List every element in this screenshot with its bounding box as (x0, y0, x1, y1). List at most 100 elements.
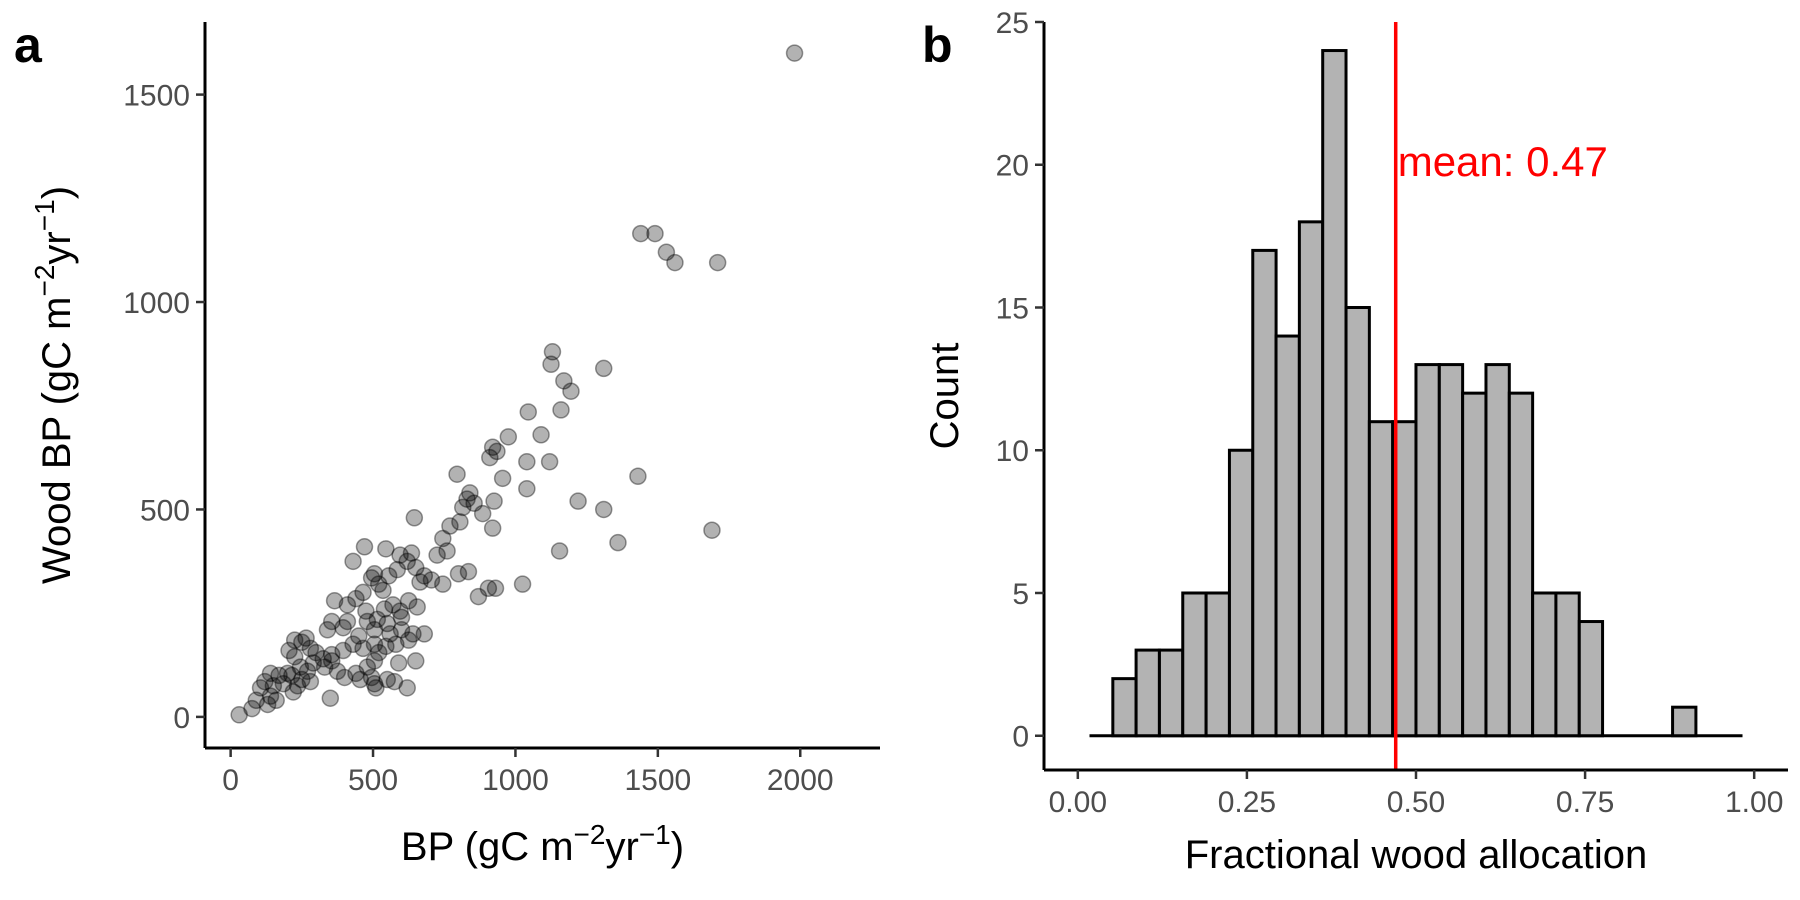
scatter-point-83 (350, 627, 368, 645)
y-axis-title: Count (923, 343, 967, 450)
scatter-point-117 (351, 670, 369, 689)
scatter-point-101 (285, 631, 304, 649)
scatter-point-54 (422, 571, 441, 589)
y-tick-label-2: 1000 (123, 287, 190, 320)
scatter-point-81 (318, 621, 337, 639)
scatter-point-69 (357, 602, 375, 620)
scatter-point-127 (261, 664, 280, 683)
scatter-point-59 (486, 579, 505, 598)
scatter-point-76 (378, 614, 397, 633)
scatter-point-142 (321, 689, 340, 707)
scatter-point-3 (657, 243, 676, 261)
scatter-point-56 (459, 562, 478, 581)
scatter-point-100 (293, 633, 311, 651)
scatter-point-11 (552, 401, 570, 419)
scatter-point-98 (307, 643, 325, 662)
histogram-bar-21 (1577, 620, 1605, 738)
x-tick-label-0: 0.00 (1049, 786, 1107, 819)
scatter-point-12 (519, 403, 538, 421)
panel-b-histogram: mean: 0.47 0.00 0.25 0.50 0.75 1.00 0 5 10 15 20 25… (923, 7, 1788, 877)
histogram-bar-10 (1321, 49, 1348, 738)
scatter-point-105 (291, 658, 310, 676)
x-axis-title: Fractional wood allocation (1185, 833, 1647, 877)
scatter-point-50 (365, 565, 384, 583)
histogram-bar-3 (1157, 648, 1185, 738)
x-tick-label-1: 0.25 (1218, 786, 1276, 819)
scatter-point-60 (513, 575, 532, 593)
histogram-bar-25 (1671, 705, 1698, 738)
scatter-point-38 (434, 529, 452, 548)
scatter-point-138 (293, 670, 311, 689)
panel-label-b: b (922, 17, 953, 73)
scatter-point-109 (322, 652, 341, 670)
scatter-point-86 (392, 621, 411, 639)
x-axis-title: BP (gC m−2yr−1) (401, 819, 684, 869)
histogram-bar-14 (1414, 363, 1441, 738)
scatter-point-125 (278, 664, 297, 683)
scatter-point-132 (258, 695, 277, 714)
scatter-point-44 (402, 544, 421, 562)
scatter-point-41 (428, 546, 446, 564)
histogram-bar-7 (1251, 248, 1278, 738)
scatter-point-133 (247, 691, 266, 710)
scatter-point-131 (267, 691, 285, 710)
scatter-point-112 (347, 664, 365, 683)
scatter-point-126 (270, 666, 288, 685)
scatter-point-120 (389, 654, 408, 672)
scatter-point-19 (540, 452, 559, 471)
scatter-point-121 (407, 652, 425, 670)
histogram-bar-9 (1297, 220, 1325, 738)
scatter-point-51 (379, 567, 398, 585)
scatter-point-95 (334, 641, 352, 660)
scatter-point-71 (384, 596, 402, 614)
scatter-point-68 (338, 596, 357, 614)
scatter-point-26 (454, 498, 472, 517)
scatter-point-137 (288, 677, 307, 695)
scatter-point-108 (315, 658, 334, 676)
scatter-point-119 (378, 670, 397, 689)
scatter-point-16 (488, 442, 506, 461)
scatter-point-103 (280, 641, 298, 660)
scatter-point-96 (322, 645, 341, 664)
scatter-point-43 (377, 540, 395, 558)
scatter-point-67 (325, 591, 344, 610)
scatter-point-64 (374, 581, 392, 600)
scatter-point-72 (391, 602, 409, 620)
scatter-point-37 (703, 521, 721, 539)
y-tick-label-0: 0 (173, 702, 190, 735)
scatter-point-113 (358, 658, 377, 676)
scatter-point-93 (354, 639, 372, 658)
scatter-point-23 (461, 484, 479, 502)
scatter-point-20 (629, 467, 647, 486)
scatter-point-36 (609, 533, 627, 552)
scatter-point-61 (469, 587, 488, 606)
scatter-point-52 (415, 567, 434, 585)
histogram-bar-5 (1204, 591, 1231, 738)
scatter-point-92 (365, 635, 384, 654)
scatter-point-91 (377, 637, 395, 656)
scatter-point-22 (493, 469, 512, 488)
scatter-point-85 (381, 625, 399, 643)
scatter-point-141 (264, 677, 283, 695)
x-tick-label-1: 500 (348, 764, 398, 797)
y-tick-label-1: 500 (140, 494, 190, 527)
histogram-bar-15 (1437, 363, 1465, 738)
scatter-point-77 (368, 610, 387, 629)
scatter-point-115 (369, 643, 388, 662)
scatter-point-82 (334, 618, 352, 637)
y-tick-label-1: 5 (1012, 578, 1029, 611)
scatter-point-134 (243, 699, 261, 718)
histogram-bar-2 (1134, 648, 1161, 738)
scatter-point-6 (543, 343, 562, 361)
scatter-point-57 (449, 565, 468, 583)
scatter-point-90 (387, 635, 405, 654)
scatter-point-114 (365, 652, 384, 670)
scatter-point-78 (358, 612, 377, 631)
scatter-point-18 (518, 452, 536, 471)
panel-a-scatter: 0 500 1000 1500 2000 0 500 1000 1500 BP (gC m−2yr… (29, 22, 880, 869)
scatter-point-58 (479, 579, 498, 598)
y-tick-label-3: 15 (996, 292, 1029, 325)
scatter-point-102 (297, 629, 315, 647)
scatter-point-143 (301, 672, 320, 691)
scatter-point-35 (405, 509, 424, 527)
